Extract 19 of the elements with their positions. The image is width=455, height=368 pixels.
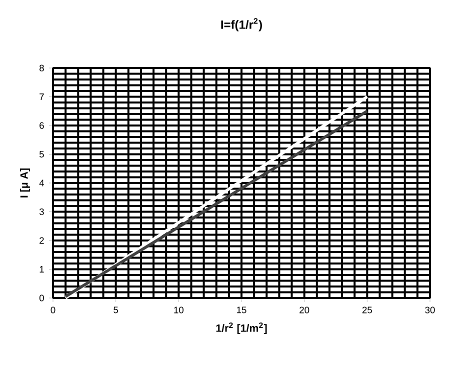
y-tick-label: 5 — [39, 150, 44, 158]
x-tick-label: 10 — [174, 306, 184, 314]
y-tick-label: 0 — [39, 294, 44, 302]
chart-title: I=f(1/r$^{2}$) — [221, 18, 262, 32]
x-tick-label: 15 — [237, 306, 246, 314]
y-tick-label: 6 — [40, 122, 44, 129]
y-tick-label: 8 — [40, 64, 44, 72]
y-tick-label: 3 — [39, 208, 44, 216]
x-tick-label: 20 — [300, 306, 310, 314]
y-tick-label: 2 — [40, 237, 44, 244]
y-axis-title: I [μ A] — [20, 168, 30, 198]
x-tick-label: 0 — [50, 306, 56, 314]
x-axis-title: 1/r$^{2}$ [1/m$^{2}$] — [216, 322, 267, 334]
x-tick-label: 5 — [114, 306, 118, 314]
y-tick-label: 4 — [39, 180, 44, 186]
x-tick-label: 25 — [362, 306, 372, 314]
y-tick-label: 7 — [40, 94, 44, 100]
x-tick-label: 30 — [425, 306, 435, 314]
y-tick-label: 1 — [40, 266, 44, 272]
